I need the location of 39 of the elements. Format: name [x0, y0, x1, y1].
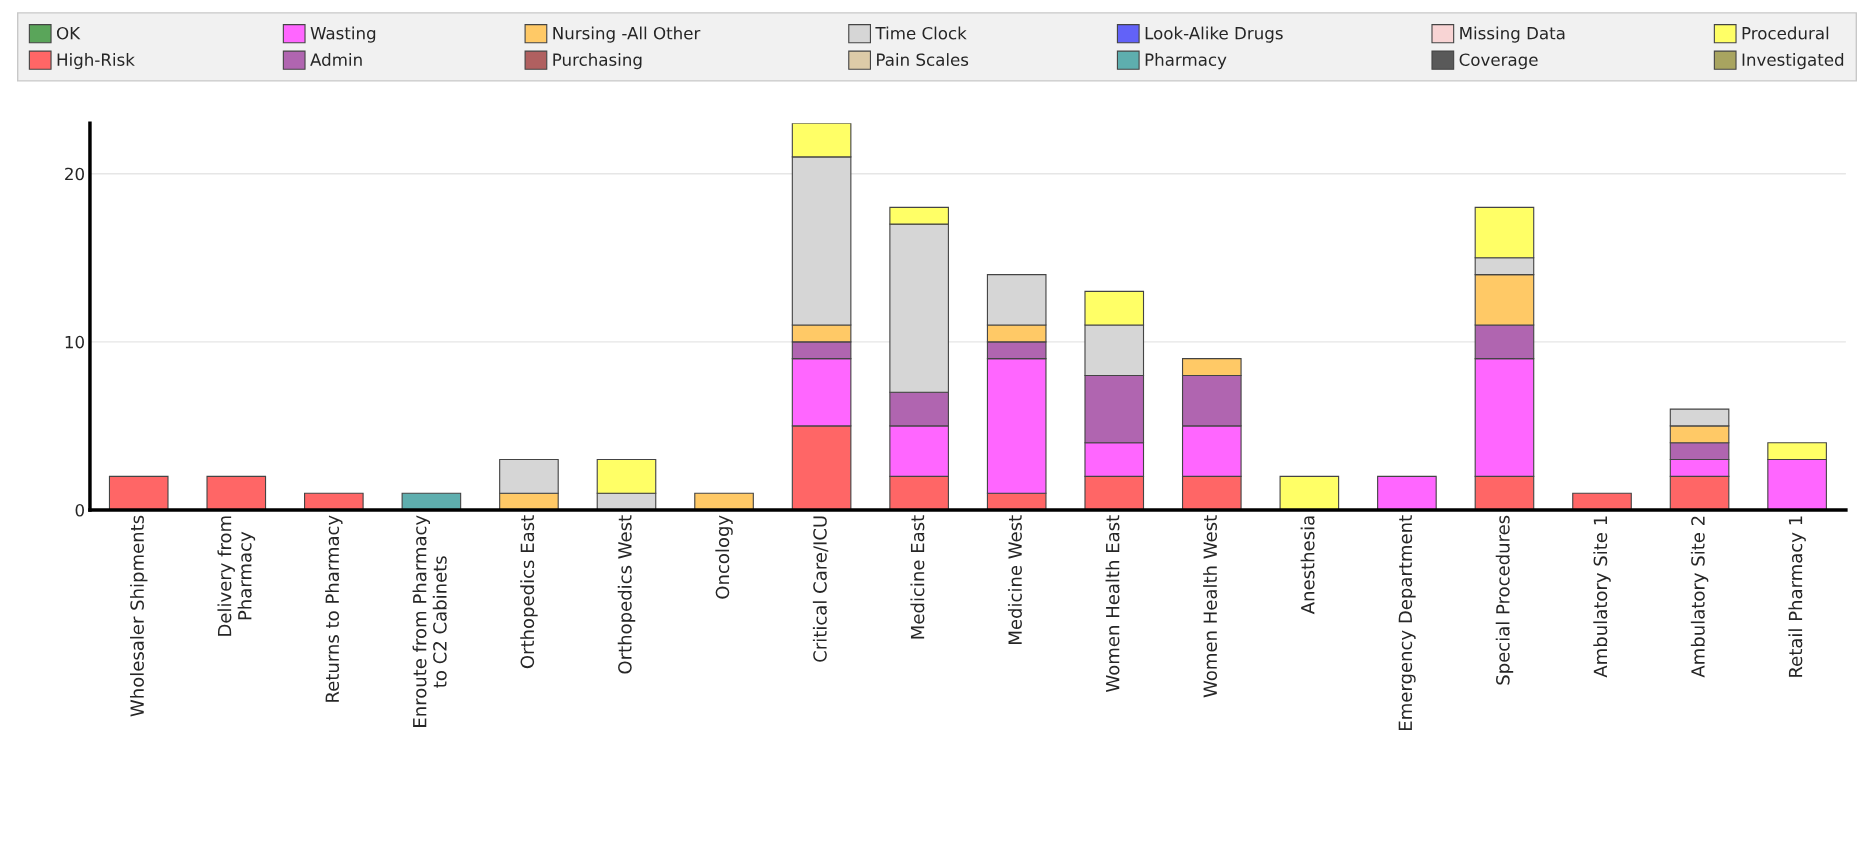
x-tick-label: Delivery from Pharmacy	[217, 516, 256, 636]
bar	[206, 475, 267, 510]
x-tick-label: Medicine West	[1007, 515, 1022, 644]
x-tick-label: Medicine East	[910, 515, 925, 639]
legend-label: Pain Scales	[877, 53, 969, 66]
x-tick-label: Oncology	[715, 515, 733, 599]
legend-label: Purchasing	[553, 53, 642, 70]
legend-label: Investigated	[1742, 53, 1844, 70]
legend-label: Missing Data	[1460, 26, 1565, 43]
x-tick-label: Wholesaler Shipments	[129, 515, 148, 717]
x-tick-label: Enroute from Pharmacy to C2 Cabinets	[412, 515, 447, 727]
legend-label: Coverage	[1459, 53, 1538, 70]
legend-label: Procedural	[1742, 26, 1829, 40]
legend-label: OK	[56, 26, 81, 40]
y-tick-label: 20	[65, 167, 84, 181]
x-tick-label: Orthopedics West	[617, 515, 636, 674]
x-tick-label: Orthopedics East	[520, 515, 538, 669]
bar	[108, 475, 169, 510]
legend-label: Time Clock	[875, 26, 967, 40]
x-tick-label: Retail Pharmacy 1	[1788, 516, 1806, 677]
x-tick-label: Emergency Department	[1398, 515, 1416, 730]
legend-label: Admin	[310, 53, 362, 66]
y-tick-label: 0	[75, 503, 84, 517]
legend-label: Pharmacy	[1145, 53, 1227, 70]
x-tick-label: Anesthesia	[1300, 516, 1315, 615]
bar	[1279, 475, 1340, 510]
legend-label: Wasting	[310, 26, 376, 43]
x-tick-label: Women Health East	[1105, 515, 1120, 692]
bar	[1377, 475, 1437, 510]
x-tick-label: Special Procedures	[1495, 515, 1514, 685]
x-tick-label: Ambulatory Site 2	[1690, 516, 1709, 678]
legend-label: Nursing -All Other	[553, 26, 701, 43]
x-tick-label: Critical Care/ICU	[812, 516, 829, 662]
x-tick-label: Returns to Pharmacy	[325, 515, 343, 702]
legend-label: High-Risk	[57, 53, 135, 70]
x-tick-label: Women Health West	[1203, 515, 1218, 698]
legend-label: Look-Alike Drugs	[1145, 26, 1283, 43]
x-tick-label: Ambulatory Site 1	[1593, 516, 1611, 678]
y-tick-label: 10	[65, 335, 84, 349]
